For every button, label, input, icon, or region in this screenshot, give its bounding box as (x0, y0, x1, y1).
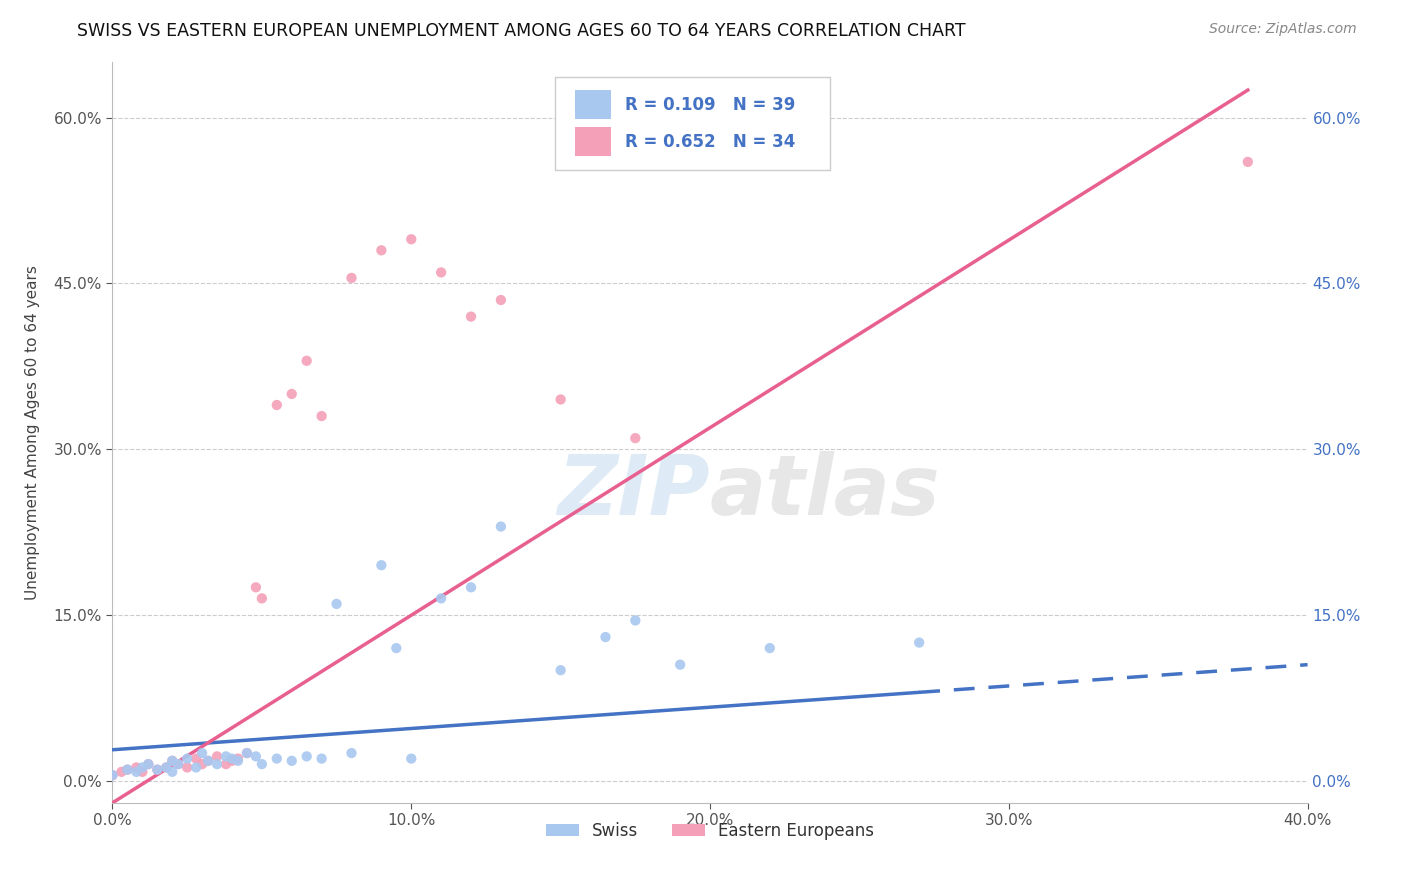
Point (430, 591, 453, 606)
Point (155, 760, 177, 774)
Text: atlas: atlas (710, 451, 941, 533)
Point (186, 751, 208, 765)
Point (550, 392, 572, 407)
Point (311, 409, 333, 423)
Point (197, 754, 219, 768)
Point (191, 746, 214, 760)
Point (266, 751, 288, 765)
Point (117, 763, 139, 777)
Point (138, 757, 160, 772)
Text: ZIP: ZIP (557, 451, 710, 533)
Point (245, 749, 267, 764)
FancyBboxPatch shape (575, 90, 610, 120)
Point (325, 597, 347, 611)
Point (340, 746, 363, 760)
Point (550, 663, 572, 677)
Point (624, 614, 647, 628)
Point (110, 764, 132, 779)
Text: R = 0.109   N = 39: R = 0.109 N = 39 (626, 95, 796, 113)
Point (370, 244, 392, 258)
Point (226, 754, 249, 768)
Point (146, 763, 169, 777)
Point (401, 232, 423, 246)
Point (385, 641, 408, 656)
Point (197, 754, 219, 768)
Point (205, 749, 228, 764)
Point (215, 749, 238, 764)
Point (236, 746, 259, 760)
Point (245, 580, 267, 594)
Point (186, 760, 208, 774)
Point (221, 754, 243, 768)
Point (162, 754, 183, 768)
Point (205, 757, 228, 772)
Point (101, 768, 124, 782)
Point (117, 763, 139, 777)
Point (295, 353, 318, 368)
Point (595, 630, 617, 644)
Point (460, 310, 482, 324)
Point (155, 760, 177, 774)
Point (146, 763, 169, 777)
Point (101, 768, 124, 782)
Point (167, 757, 190, 772)
Text: R = 0.652   N = 34: R = 0.652 N = 34 (626, 133, 796, 151)
Point (176, 751, 198, 765)
Point (669, 657, 692, 672)
Point (908, 635, 931, 649)
Point (266, 398, 288, 412)
Point (167, 757, 190, 772)
Point (236, 746, 259, 760)
Text: SWISS VS EASTERN EUROPEAN UNEMPLOYMENT AMONG AGES 60 TO 64 YEARS CORRELATION CHA: SWISS VS EASTERN EUROPEAN UNEMPLOYMENT A… (77, 22, 966, 40)
Point (624, 431, 647, 445)
Point (250, 591, 273, 606)
Point (162, 764, 183, 779)
Point (191, 757, 214, 772)
Point (489, 519, 512, 533)
Point (125, 760, 148, 774)
Point (125, 764, 148, 779)
Point (221, 751, 243, 765)
Point (226, 751, 249, 765)
Point (281, 754, 304, 768)
Point (311, 751, 333, 765)
Point (460, 580, 482, 594)
Point (489, 293, 512, 307)
Text: Source: ZipAtlas.com: Source: ZipAtlas.com (1209, 22, 1357, 37)
Point (131, 760, 153, 774)
Point (138, 757, 160, 772)
Point (250, 757, 273, 772)
Point (340, 271, 363, 285)
Point (370, 558, 392, 573)
Point (295, 749, 318, 764)
FancyBboxPatch shape (554, 78, 830, 169)
Y-axis label: Unemployment Among Ages 60 to 64 years: Unemployment Among Ages 60 to 64 years (25, 265, 39, 600)
Point (162, 754, 183, 768)
Legend: Swiss, Eastern Europeans: Swiss, Eastern Europeans (538, 815, 882, 847)
Point (215, 757, 238, 772)
Point (131, 764, 153, 779)
Point (281, 387, 304, 401)
FancyBboxPatch shape (575, 127, 610, 156)
Point (759, 641, 782, 656)
Point (401, 751, 423, 765)
Point (1237, 154, 1260, 169)
Point (430, 265, 453, 279)
Point (176, 760, 198, 774)
